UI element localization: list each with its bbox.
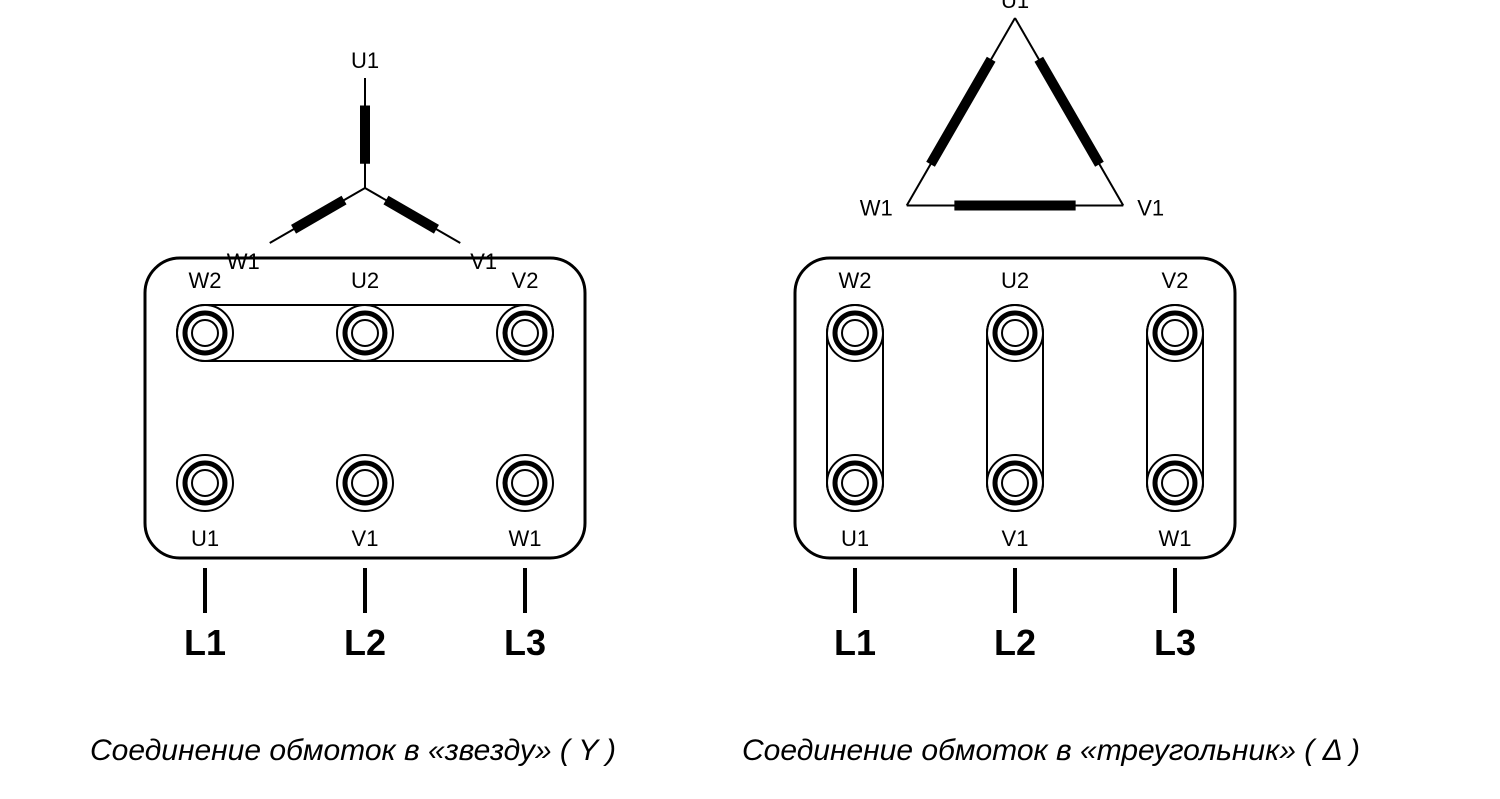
- terminal-label-top-2-delta: V2: [1162, 268, 1189, 293]
- terminal-label-bottom-2-delta: W1: [1159, 526, 1192, 551]
- terminal-label-bottom-1-star: V1: [352, 526, 379, 551]
- terminal-box-delta: [795, 258, 1235, 558]
- line-label-0-star: L1: [184, 622, 226, 663]
- terminal-label-top-0-delta: W2: [839, 268, 872, 293]
- terminal-label-bottom-0-delta: U1: [841, 526, 869, 551]
- terminal-box-star: [145, 258, 585, 558]
- terminal-label-top-1-star: U2: [351, 268, 379, 293]
- terminal-label-bottom-0-star: U1: [191, 526, 219, 551]
- schematic-label-w1-star: W1: [227, 249, 260, 274]
- terminal-label-bottom-2-star: W1: [509, 526, 542, 551]
- terminal-label-bottom-1-delta: V1: [1002, 526, 1029, 551]
- line-label-1-delta: L2: [994, 622, 1036, 663]
- schematic-label-v1-delta: V1: [1137, 196, 1164, 221]
- schematic-label-w1-delta: W1: [860, 196, 893, 221]
- schematic-label-v1-star: V1: [470, 249, 497, 274]
- caption-star: Соединение обмоток в «звезду» ( Y ): [90, 734, 616, 767]
- schematic-label-u1-star: U1: [351, 48, 379, 73]
- line-label-0-delta: L1: [834, 622, 876, 663]
- terminal-label-top-2-star: V2: [512, 268, 539, 293]
- line-label-2-star: L3: [504, 622, 546, 663]
- line-label-1-star: L2: [344, 622, 386, 663]
- terminal-label-top-1-delta: U2: [1001, 268, 1029, 293]
- line-label-2-delta: L3: [1154, 622, 1196, 663]
- terminal-label-top-0-star: W2: [189, 268, 222, 293]
- schematic-label-u1-delta: U1: [1001, 0, 1029, 13]
- caption-delta: Соединение обмоток в «треугольник» ( Δ ): [742, 734, 1360, 767]
- motor-winding-diagram: W2 U1 U2 V1 V2 W1 L1 L2 L3 U1 W1 V1 W2 U1 U2 V1 V2 W1 L1 L2…: [0, 0, 1500, 799]
